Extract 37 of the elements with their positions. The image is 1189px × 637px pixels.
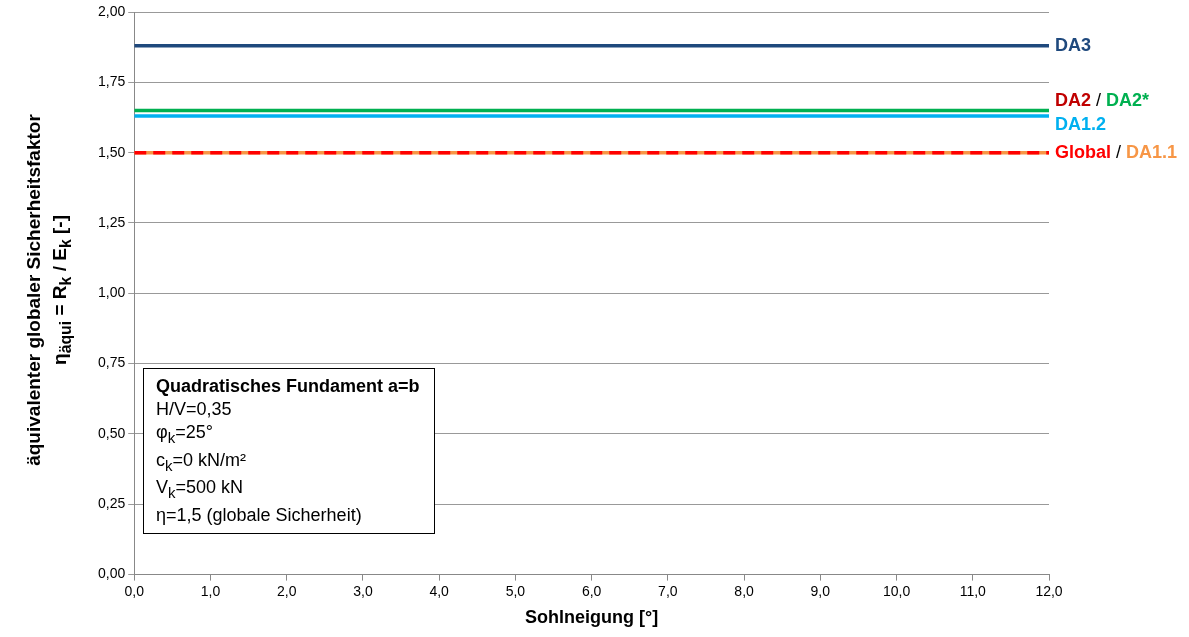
x-tick-label: 7,0 <box>658 582 678 599</box>
y-tick-label: 2,00 <box>98 2 126 19</box>
annotation: c$_{k}$=0 kN/m² <box>156 448 247 476</box>
text: / <box>1091 90 1107 111</box>
series-label: Global <box>1055 141 1112 162</box>
text: DA1.1 <box>1126 141 1178 162</box>
x-tick-label: 8,0 <box>734 582 755 599</box>
y-tick-label: 1,75 <box>98 73 126 90</box>
text: / <box>1111 141 1127 162</box>
x-tick-label: 12,0 <box>1035 582 1063 599</box>
annotation: H/V=0,35 <box>156 398 233 421</box>
series-label: DA3 <box>1055 34 1092 55</box>
annotation: φ$_{k}$=25° <box>156 421 214 448</box>
x-axis-title: Sohlneigung [°] <box>525 607 659 628</box>
x-tick-label: 9,0 <box>810 582 831 599</box>
x-tick-label: 0,0 <box>124 582 145 599</box>
text: DA2* <box>1106 90 1150 111</box>
x-tick-label: 1,0 <box>200 582 221 599</box>
annotation: Quadratisches Fundament a=b <box>156 375 420 398</box>
x-tick-label: 5,0 <box>505 582 526 599</box>
annotation: V$_{k}$=500 kN <box>156 476 245 503</box>
x-tick-label: 4,0 <box>429 582 450 599</box>
y-tick-label: 0,50 <box>98 424 126 441</box>
x-tick-label: 6,0 <box>581 582 602 599</box>
y-tick-label: 0,00 <box>98 565 126 582</box>
x-tick-label: 11,0 <box>959 582 987 599</box>
legend-label: DA2 <box>1055 90 1092 111</box>
x-tick-label: 10,0 <box>882 582 911 599</box>
y-tick-label: 1,00 <box>98 284 126 301</box>
y-tick-label: 0,25 <box>98 495 126 512</box>
x-tick-label: 2,0 <box>276 582 297 599</box>
annotation: η=1,5 (globale Sicherheit) <box>156 503 363 527</box>
y-tick-label: 1,50 <box>98 143 126 160</box>
x-tick-label: 3,0 <box>353 582 373 599</box>
y-tick-label: 1,25 <box>98 213 126 230</box>
series-label: DA1.2 <box>1055 114 1107 135</box>
y-tick-label: 0,75 <box>98 354 126 371</box>
